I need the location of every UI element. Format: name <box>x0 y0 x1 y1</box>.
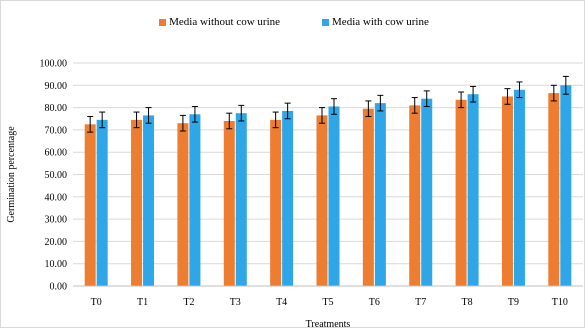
error-bar <box>365 100 372 118</box>
bar-with-cow-urine-t5 <box>328 106 340 286</box>
bar-without-cow-urine-t9 <box>501 96 513 286</box>
error-bar <box>191 105 198 123</box>
bar-without-cow-urine-t3 <box>223 120 235 286</box>
x-axis-title: Treatments <box>306 319 351 330</box>
x-tick-label: T6 <box>369 297 380 308</box>
x-tick-label: T10 <box>552 297 568 308</box>
y-tick-label: 90.00 <box>45 81 68 92</box>
x-tick-label: T7 <box>415 297 426 308</box>
x-tick-label: T2 <box>183 297 194 308</box>
error-bar <box>504 88 511 105</box>
y-tick-label: 60.00 <box>45 148 68 159</box>
bars <box>84 85 572 287</box>
error-bar <box>179 114 186 132</box>
y-tick-label: 10.00 <box>45 259 68 270</box>
bar-with-cow-urine-t7 <box>421 98 433 287</box>
bar-without-cow-urine-t8 <box>455 99 467 286</box>
legend-swatch-series-1 <box>159 18 167 26</box>
error-bar <box>99 111 106 129</box>
bar-without-cow-urine-t0 <box>84 124 96 286</box>
bar-without-cow-urine-t4 <box>270 119 282 287</box>
bar-without-cow-urine-t5 <box>316 115 328 286</box>
bar-without-cow-urine-t2 <box>177 123 189 287</box>
legend-label-series-1: Media without cow urine <box>169 16 281 28</box>
error-bar <box>87 116 94 133</box>
y-tick-label: 100.00 <box>40 59 68 70</box>
y-tick-label: 50.00 <box>45 170 68 181</box>
bar-without-cow-urine-t10 <box>548 93 560 286</box>
bar-with-cow-urine-t9 <box>513 89 525 286</box>
bar-with-cow-urine-t6 <box>374 103 386 286</box>
x-tick-label: T3 <box>230 297 241 308</box>
error-bar <box>516 81 523 99</box>
error-bar <box>458 91 465 109</box>
error-bar <box>423 90 430 107</box>
error-bar <box>562 75 569 95</box>
gridlines <box>73 62 583 265</box>
error-bar <box>238 104 245 122</box>
y-axis-ticks: 0.00 10.00 20.00 30.00 40.00 50.00 60.00 70.00 8… <box>40 59 68 293</box>
bar-without-cow-urine-t7 <box>409 105 421 287</box>
x-tick-label: T9 <box>508 297 519 308</box>
error-bar <box>411 97 418 114</box>
error-bar <box>133 111 140 129</box>
error-bar <box>284 102 291 120</box>
legend-item-series-1: Media without cow urine <box>159 15 280 29</box>
bar-with-cow-urine-t2 <box>189 114 201 286</box>
legend-item-series-2: Media with cow urine <box>322 15 429 29</box>
y-tick-label: 30.00 <box>45 215 68 226</box>
bar-with-cow-urine-t0 <box>96 119 108 287</box>
y-tick-label: 0.00 <box>50 282 68 293</box>
bar-with-cow-urine-t3 <box>235 113 247 286</box>
x-axis-ticks: T0 T1 T2 T3 T4 T5 T6 T7 T8 T9 T10 <box>91 297 568 308</box>
y-tick-label: 20.00 <box>45 237 68 248</box>
y-tick-label: 70.00 <box>45 125 68 136</box>
error-bar <box>377 94 384 112</box>
x-tick-label: T8 <box>462 297 473 308</box>
x-tick-label: T5 <box>322 297 333 308</box>
bar-with-cow-urine-t4 <box>282 110 294 286</box>
error-bar <box>319 107 325 124</box>
error-bar <box>226 112 233 130</box>
legend-swatch-series-2 <box>322 18 330 26</box>
legend: Media without cow urine Media with cow u… <box>1 15 586 29</box>
error-bar <box>550 84 557 102</box>
legend-label-series-2: Media with cow urine <box>332 16 429 28</box>
y-tick-label: 40.00 <box>45 192 68 203</box>
bar-without-cow-urine-t6 <box>362 108 374 286</box>
bar-with-cow-urine-t1 <box>143 115 155 286</box>
bar-with-cow-urine-t8 <box>467 94 479 286</box>
error-bar <box>331 98 337 115</box>
y-axis-title: Germination percentage <box>6 126 17 223</box>
x-tick-label: T4 <box>276 297 287 308</box>
error-bar <box>272 111 279 129</box>
error-bars <box>87 75 569 133</box>
error-bar <box>470 85 477 103</box>
bar-without-cow-urine-t1 <box>131 119 143 287</box>
error-bar <box>145 107 152 124</box>
y-tick-label: 80.00 <box>45 103 68 114</box>
x-tick-label: T0 <box>91 297 102 308</box>
x-tick-label: T1 <box>137 297 148 308</box>
bar-with-cow-urine-t10 <box>560 85 572 286</box>
